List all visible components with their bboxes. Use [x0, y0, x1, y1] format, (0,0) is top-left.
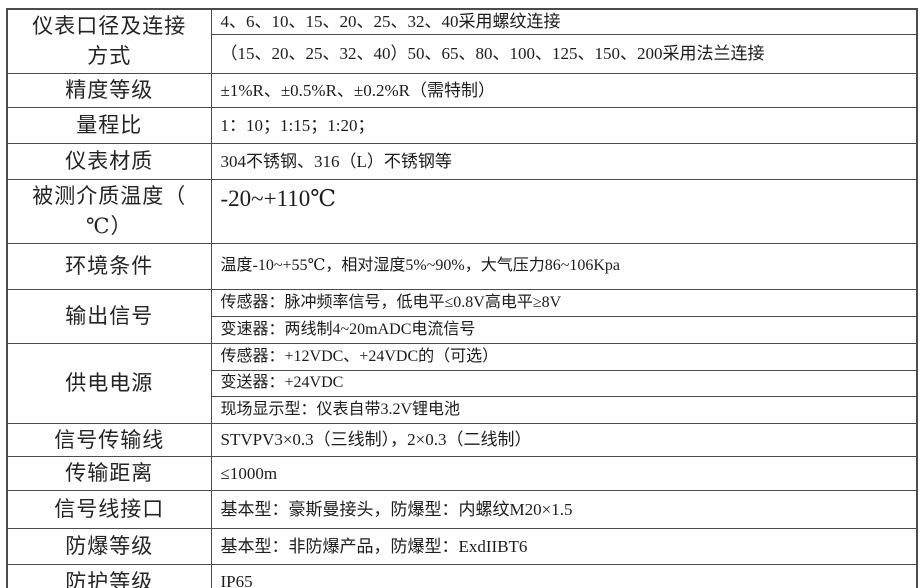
spec-value-signal-interface: 基本型：豪斯曼接头，防爆型：内螺纹M20×1.5: [210, 489, 918, 529]
spec-value-signal-cable: STVPV3×0.3（三线制），2×0.3（二线制）: [210, 422, 918, 458]
spec-value-medium-temperature: -20~+110℃: [210, 178, 918, 244]
spec-label-accuracy: 精度等级: [6, 72, 212, 108]
spec-value-flange-connection: （15、20、25、32、40）50、65、80、100、125、150、200…: [210, 33, 918, 74]
spec-label-environment: 环境条件: [6, 242, 212, 290]
spec-label-explosion-proof-grade: 防爆等级: [6, 527, 212, 565]
spec-label-signal-interface: 信号线接口: [6, 489, 212, 529]
spec-label-power-supply: 供电电源: [6, 342, 212, 424]
spec-value-turndown-ratio: 1：10；1:15；1:20；: [210, 106, 918, 144]
spec-value-accuracy: ±1%R、±0.5%R、±0.2%R（需特制）: [210, 72, 918, 108]
spec-label-signal-cable: 信号传输线: [6, 422, 212, 458]
spec-value-material: 304不锈钢、316（L）不锈钢等: [210, 142, 918, 180]
spec-value-power-local-display: 现场显示型：仪表自带3.2V锂电池: [210, 395, 918, 424]
spec-label-medium-temperature: 被测介质温度（ ℃）: [6, 178, 212, 244]
spec-value-thread-connection: 4、6、10、15、20、25、32、40采用螺纹连接: [210, 8, 918, 35]
spec-label-turndown-ratio: 量程比: [6, 106, 212, 144]
spec-value-environment: 温度-10~+55℃，相对湿度5%~90%，大气压力86~106Kpa: [210, 242, 918, 290]
spec-value-explosion-proof-grade: 基本型：非防爆产品，防爆型：ExdIIBT6: [210, 527, 918, 565]
spec-value-transmission-distance: ≤1000m: [210, 456, 918, 491]
spec-value-protection-grade: IP65: [210, 563, 918, 588]
spec-table: 仪表口径及连接 方式 4、6、10、15、20、25、32、40采用螺纹连接 （…: [6, 8, 918, 588]
spec-label-diameter-connection: 仪表口径及连接 方式: [6, 8, 212, 74]
spec-label-material: 仪表材质: [6, 142, 212, 180]
spec-value-power-transmitter: 变送器：+24VDC: [210, 369, 918, 397]
spec-label-transmission-distance: 传输距离: [6, 456, 212, 491]
spec-value-power-sensor: 传感器：+12VDC、+24VDC的（可选）: [210, 342, 918, 371]
spec-label-output-signal: 输出信号: [6, 288, 212, 344]
spec-value-output-sensor: 传感器：脉冲频率信号，低电平≤0.8V高电平≥8V: [210, 288, 918, 317]
spec-label-protection-grade: 防护等级: [6, 563, 212, 588]
spec-value-output-transmitter: 变速器：两线制4~20mADC电流信号: [210, 315, 918, 344]
